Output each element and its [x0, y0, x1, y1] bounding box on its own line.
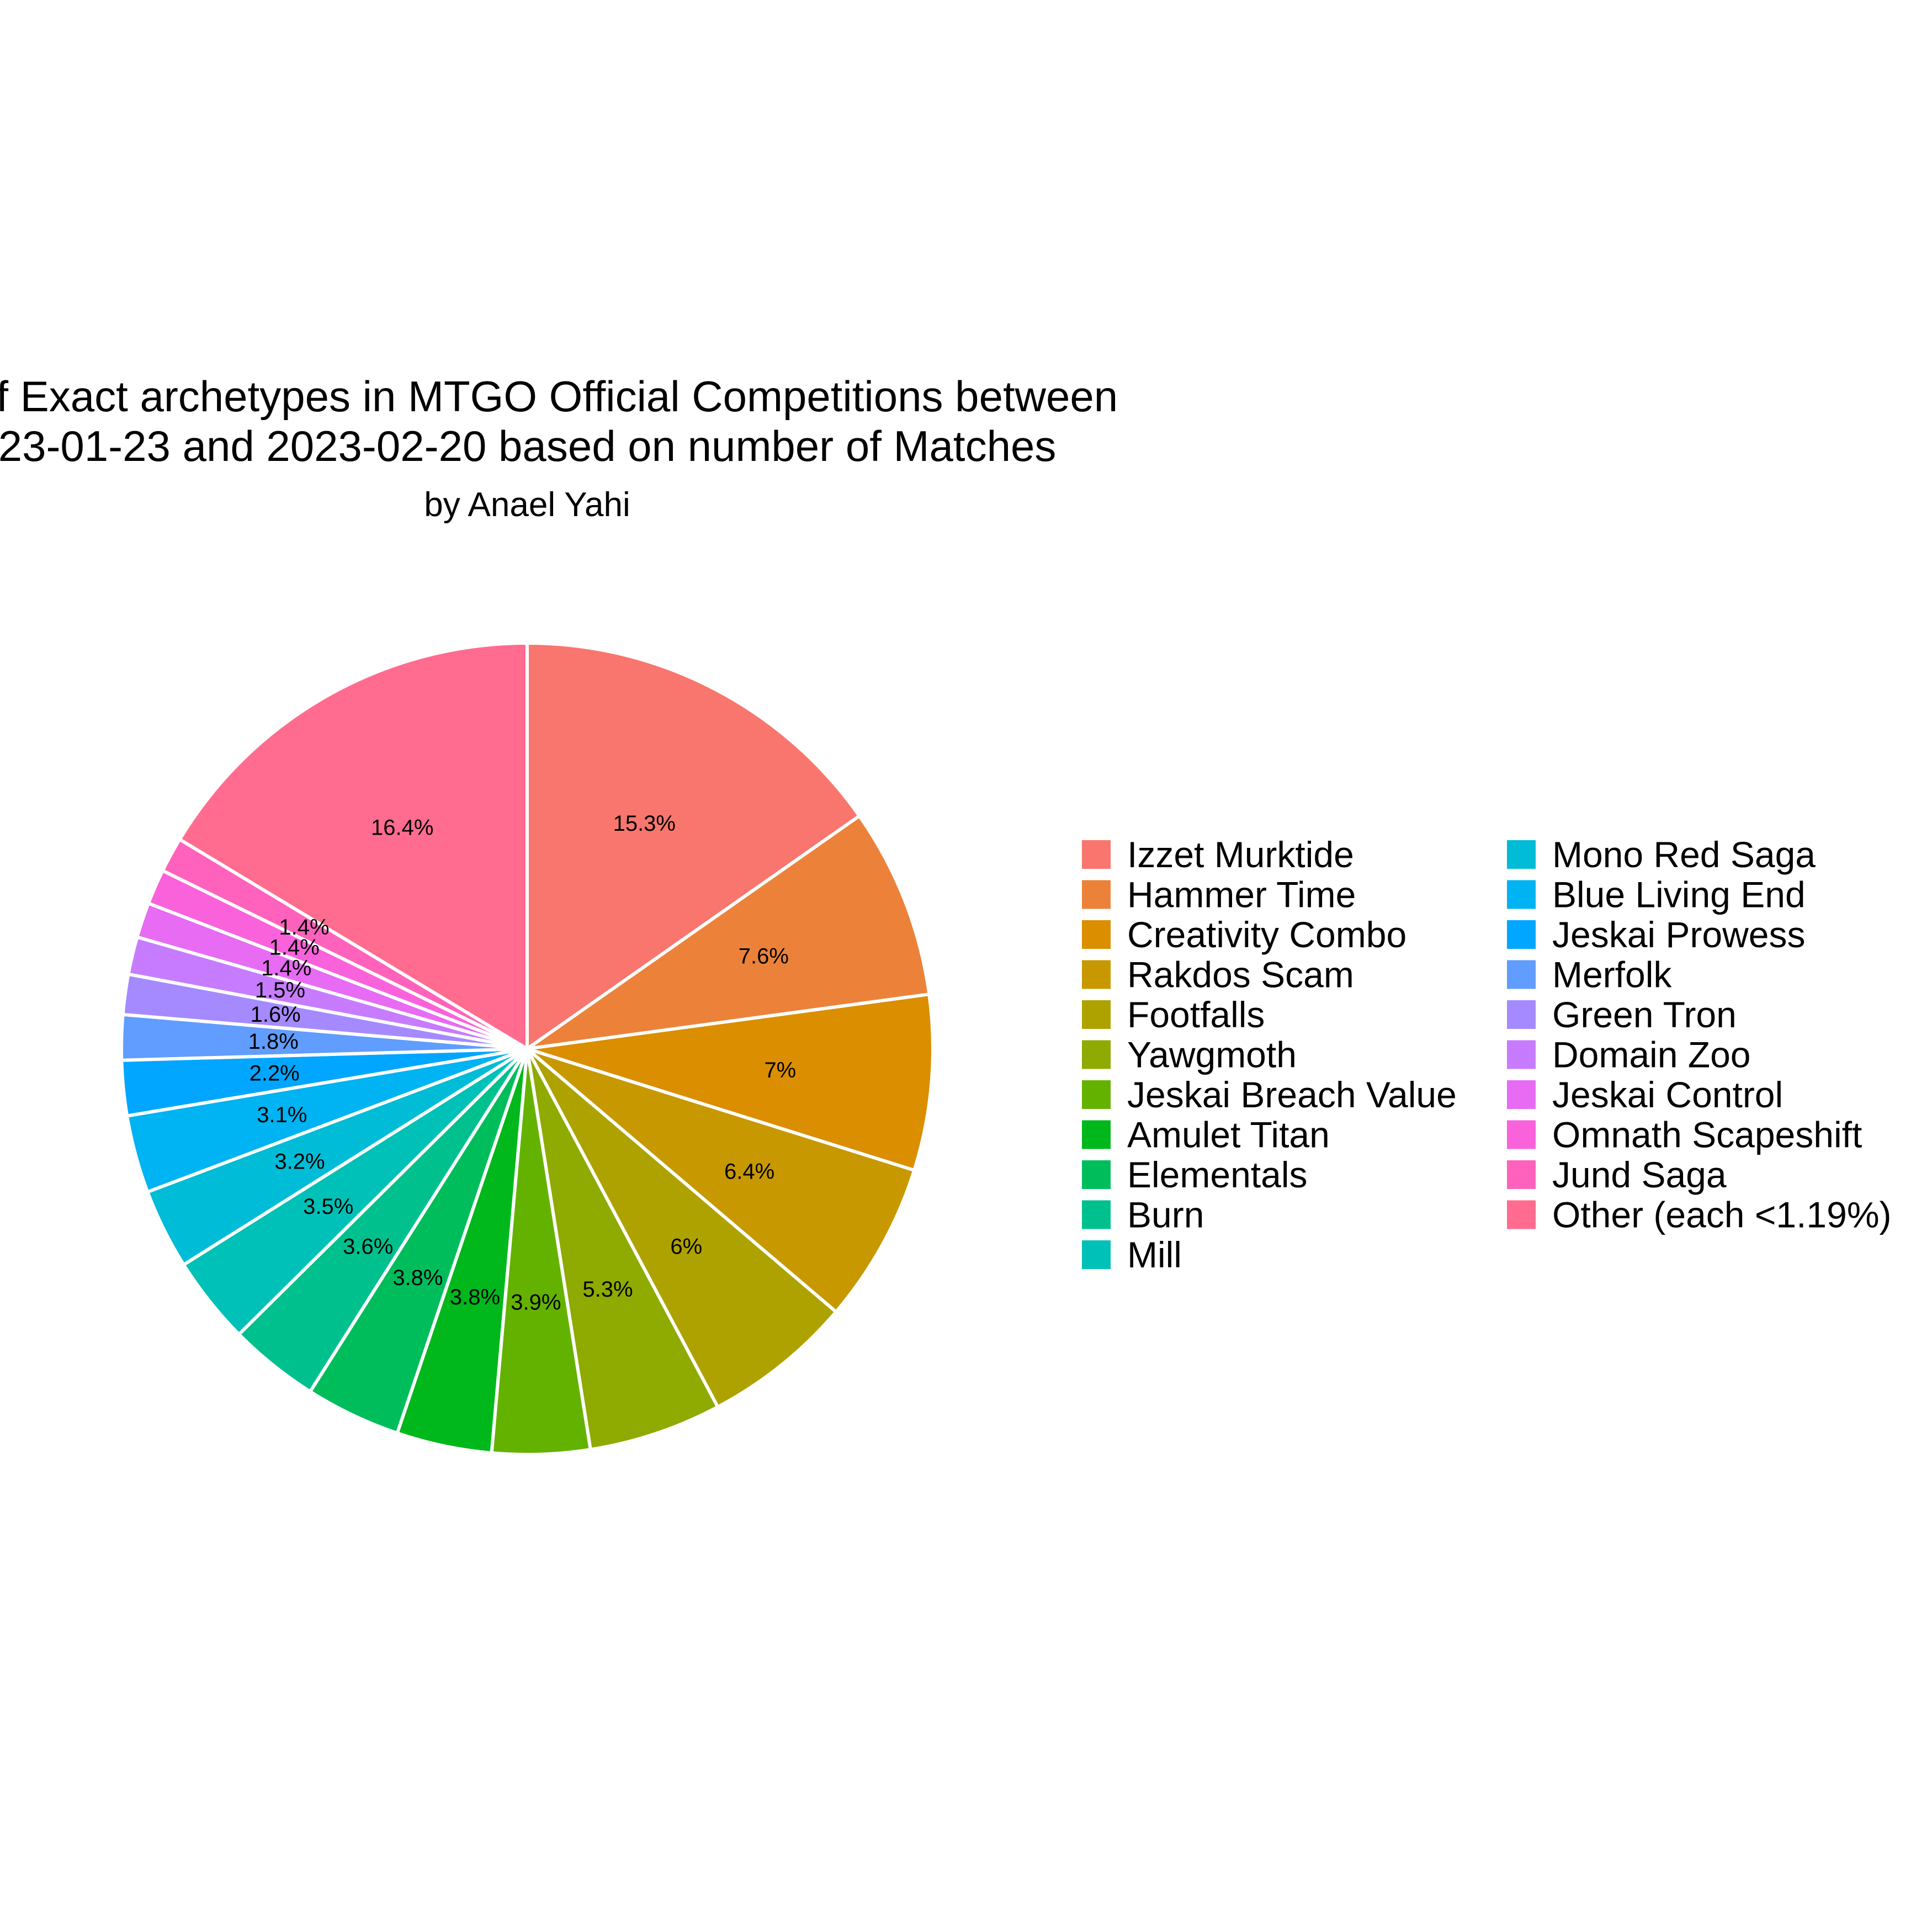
legend-swatch — [1507, 960, 1536, 989]
legend-label: Yawgmoth — [1127, 1034, 1297, 1075]
chart-subtitle: by Anael Yahi — [424, 486, 630, 524]
legend-item-jeskai-control: Jeskai Control — [1507, 1074, 1783, 1115]
legend-label: Jeskai Prowess — [1552, 914, 1806, 955]
legend-swatch — [1507, 1160, 1536, 1189]
slice-label-burn: 3.6% — [343, 1234, 393, 1259]
legend-item-hammer-time: Hammer Time — [1082, 874, 1356, 915]
legend-swatch — [1082, 920, 1111, 949]
legend-label: Elementals — [1127, 1154, 1308, 1195]
legend-label: Domain Zoo — [1552, 1034, 1751, 1075]
legend-item-green-tron: Green Tron — [1507, 994, 1737, 1035]
legend-swatch — [1082, 1080, 1111, 1109]
legend-swatch — [1082, 1200, 1111, 1229]
legend-swatch — [1507, 1040, 1536, 1069]
legend-item-yawgmoth: Yawgmoth — [1082, 1034, 1297, 1075]
legend-item-jund-saga: Jund Saga — [1507, 1154, 1727, 1195]
slice-label-jund-saga: 1.4% — [279, 915, 329, 940]
legend-label: Green Tron — [1552, 994, 1737, 1035]
slice-label-merfolk: 1.8% — [248, 1029, 299, 1054]
slice-label-rakdos-scam: 6.4% — [724, 1159, 774, 1183]
legend-item-burn: Burn — [1082, 1195, 1204, 1235]
legend-label: Izzet Murktide — [1127, 834, 1354, 875]
legend-swatch — [1507, 1200, 1536, 1229]
legend-item-mono-red-saga: Mono Red Saga — [1507, 834, 1816, 875]
legend-label: Burn — [1127, 1195, 1204, 1235]
legend-item-rakdos-scam: Rakdos Scam — [1082, 954, 1354, 995]
legend-item-blue-living-end: Blue Living End — [1507, 874, 1806, 915]
legend-item-jeskai-breach-value: Jeskai Breach Value — [1082, 1074, 1457, 1115]
legend-label: Footfalls — [1127, 994, 1265, 1035]
legend-label: Amulet Titan — [1127, 1114, 1330, 1155]
slice-label-izzet-murktide: 15.3% — [613, 811, 676, 836]
slice-label-blue-living-end: 3.1% — [257, 1103, 307, 1127]
legend-swatch — [1507, 1080, 1536, 1109]
chart-title-line-1: n of Exact archetypes in MTGO Official C… — [0, 372, 1118, 421]
pie-slice-izzet-murktide — [526, 641, 862, 1052]
legend-item-elementals: Elementals — [1082, 1154, 1308, 1195]
pie-slice-rakdos-scam — [526, 1047, 917, 1314]
legend-swatch — [1507, 840, 1536, 869]
legend-item-omnath-scapeshift: Omnath Scapeshift — [1507, 1114, 1862, 1155]
slice-label-jeskai-breach-value: 3.9% — [511, 1291, 561, 1315]
legend-swatch — [1082, 1240, 1111, 1269]
legend-swatch — [1082, 880, 1111, 909]
pie-slice-labels: 15.3% 7.6% 7% 6.4% 6% 5.3% 3.9% 3.8% 3.8% 3.6% 3.5… — [248, 811, 797, 1315]
legend-label: Jeskai Control — [1552, 1074, 1783, 1115]
slice-label-omnath-scapeshift: 1.4% — [269, 935, 320, 959]
pie-slice-creativity-combo — [527, 992, 935, 1172]
legend-swatch — [1507, 1000, 1536, 1029]
slice-label-hammer-time: 7.6% — [739, 944, 789, 968]
legend-label: Jeskai Breach Value — [1127, 1074, 1457, 1115]
legend-swatch — [1082, 1120, 1111, 1149]
legend-swatch — [1507, 1120, 1536, 1149]
legend-label: Hammer Time — [1127, 874, 1356, 915]
legend-label: Creativity Combo — [1127, 914, 1406, 955]
pie-slice-hammer-time — [526, 813, 931, 1050]
slice-label-jeskai-control: 1.4% — [261, 956, 311, 980]
slice-label-elementals: 3.8% — [392, 1266, 443, 1290]
legend-label: Mill — [1127, 1234, 1182, 1275]
legend-swatch — [1082, 840, 1111, 869]
pie-slice-other-each-1-19 — [177, 641, 529, 1052]
legend-item-amulet-titan: Amulet Titan — [1082, 1114, 1330, 1155]
legend-item-mill: Mill — [1082, 1234, 1182, 1275]
slice-label-domain-zoo: 1.5% — [255, 978, 305, 1002]
slice-label-footfalls: 6% — [670, 1234, 702, 1259]
legend-swatch — [1082, 960, 1111, 989]
slice-label-jeskai-prowess: 2.2% — [250, 1061, 300, 1086]
legend-label: Rakdos Scam — [1127, 954, 1354, 995]
legend-label: Omnath Scapeshift — [1552, 1114, 1862, 1155]
legend-label: Blue Living End — [1552, 874, 1806, 915]
legend-item-domain-zoo: Domain Zoo — [1507, 1034, 1751, 1075]
chart-title: n of Exact archetypes in MTGO Official C… — [0, 372, 1118, 524]
legend-item-jeskai-prowess: Jeskai Prowess — [1507, 914, 1806, 955]
pie-slices — [120, 641, 935, 1456]
legend-swatch — [1082, 1040, 1111, 1069]
legend-label: Other (each <1.19%) — [1552, 1195, 1892, 1235]
slice-label-green-tron: 1.6% — [251, 1002, 301, 1027]
legend-item-footfalls: Footfalls — [1082, 994, 1265, 1035]
legend-item-creativity-combo: Creativity Combo — [1082, 914, 1406, 955]
pie-slice-footfalls — [526, 1047, 838, 1409]
legend-label: Jund Saga — [1552, 1154, 1727, 1195]
legend-swatch — [1082, 1000, 1111, 1029]
legend-item-merfolk: Merfolk — [1507, 954, 1672, 995]
slice-label-yawgmoth: 5.3% — [582, 1277, 633, 1302]
legend-swatch — [1082, 1160, 1111, 1189]
legend-item-other-each-1-19: Other (each <1.19%) — [1507, 1195, 1892, 1235]
slice-label-creativity-combo: 7% — [764, 1058, 796, 1082]
slice-label-mono-red-saga: 3.2% — [274, 1150, 325, 1174]
slice-label-amulet-titan: 3.8% — [450, 1285, 500, 1309]
legend-label: Merfolk — [1552, 954, 1672, 995]
legend-swatch — [1507, 920, 1536, 949]
legend-label: Mono Red Saga — [1552, 834, 1816, 875]
slice-label-mill: 3.5% — [303, 1195, 353, 1219]
legend-swatch — [1507, 880, 1536, 909]
slice-label-other-each-1-19: 16.4% — [371, 815, 433, 840]
chart-title-line-2: 23-01-23 and 2023-02-20 based on number … — [0, 422, 1056, 470]
legend-item-izzet-murktide: Izzet Murktide — [1082, 834, 1354, 875]
